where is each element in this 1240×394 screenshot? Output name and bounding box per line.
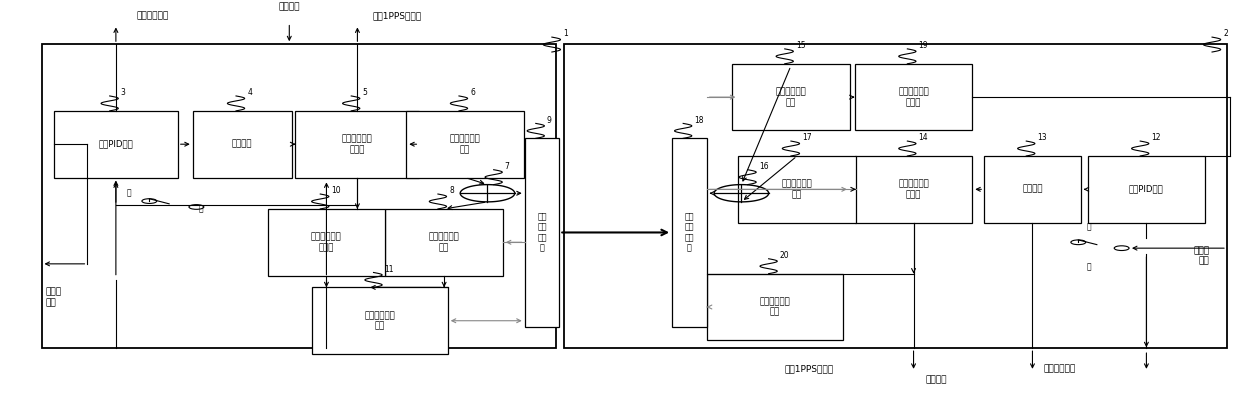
FancyBboxPatch shape	[732, 64, 849, 130]
Text: 11: 11	[384, 265, 394, 274]
Text: 主站频标信号: 主站频标信号	[136, 12, 169, 20]
Text: 19: 19	[919, 41, 928, 50]
Text: 从站频标信号: 从站频标信号	[1044, 365, 1076, 374]
Text: 3: 3	[120, 88, 125, 97]
Text: 从站激光接收
模块: 从站激光接收 模块	[781, 180, 812, 199]
Text: 16: 16	[759, 162, 769, 171]
Text: 从站1PPS电信号: 从站1PPS电信号	[785, 365, 835, 374]
FancyBboxPatch shape	[407, 111, 525, 178]
Text: 1: 1	[563, 29, 568, 38]
Text: 主站激光接收
模块: 主站激光接收 模块	[429, 232, 460, 252]
Bar	[42, 44, 556, 348]
Text: 15: 15	[796, 41, 806, 50]
Text: 从站时间间隔
计数器: 从站时间间隔 计数器	[898, 87, 929, 107]
FancyBboxPatch shape	[985, 156, 1081, 223]
Text: 12: 12	[1152, 133, 1161, 142]
Text: 外频标
信号: 外频标 信号	[1193, 246, 1209, 266]
FancyBboxPatch shape	[386, 209, 503, 276]
Text: 主站秒脉冲产
生模块: 主站秒脉冲产 生模块	[342, 134, 373, 154]
FancyBboxPatch shape	[268, 209, 386, 276]
FancyBboxPatch shape	[854, 156, 972, 223]
FancyBboxPatch shape	[311, 287, 448, 354]
FancyBboxPatch shape	[738, 156, 856, 223]
Text: 20: 20	[780, 251, 790, 260]
Text: 主站激光发射
模块: 主站激光发射 模块	[450, 134, 481, 154]
FancyBboxPatch shape	[192, 111, 291, 178]
Text: 从站用户: 从站用户	[925, 375, 946, 384]
Text: 2: 2	[1223, 29, 1228, 38]
FancyBboxPatch shape	[854, 64, 972, 130]
FancyBboxPatch shape	[1087, 156, 1205, 223]
Text: 主站PID模块: 主站PID模块	[98, 140, 133, 149]
Bar	[564, 44, 1226, 348]
FancyBboxPatch shape	[707, 274, 843, 340]
Text: 从: 从	[198, 204, 203, 213]
Text: 外频标
信号: 外频标 信号	[46, 288, 62, 307]
FancyBboxPatch shape	[295, 111, 419, 178]
FancyBboxPatch shape	[672, 138, 707, 327]
Text: 从站PID模块: 从站PID模块	[1130, 185, 1164, 194]
Text: 主站用户: 主站用户	[279, 3, 300, 12]
Text: 主站时码收发
模块: 主站时码收发 模块	[365, 311, 396, 331]
FancyBboxPatch shape	[55, 111, 177, 178]
Text: 18: 18	[694, 115, 704, 125]
Text: 主: 主	[1087, 222, 1091, 231]
Text: 4: 4	[247, 88, 252, 97]
Text: 主: 主	[126, 188, 131, 197]
Text: 5: 5	[362, 88, 367, 97]
Text: 8: 8	[449, 186, 454, 195]
Text: 14: 14	[919, 133, 928, 142]
Text: 从站时码收发
模块: 从站时码收发 模块	[759, 297, 790, 317]
Text: 从: 从	[1087, 263, 1091, 272]
Text: 主站晶振: 主站晶振	[232, 140, 253, 149]
FancyBboxPatch shape	[525, 138, 559, 327]
Text: 10: 10	[331, 186, 341, 195]
Text: 13: 13	[1038, 133, 1047, 142]
Text: 主站1PPS电信号: 主站1PPS电信号	[372, 12, 422, 20]
Text: 7: 7	[505, 162, 510, 171]
Text: 从站激光发射
模块: 从站激光发射 模块	[775, 87, 806, 107]
Text: 主站
波分
复用
器: 主站 波分 复用 器	[537, 212, 547, 253]
Text: 从站秒脉冲产
生模块: 从站秒脉冲产 生模块	[898, 180, 929, 199]
Text: 从站晶振: 从站晶振	[1022, 185, 1043, 194]
Text: 从站
波分
复用
器: 从站 波分 复用 器	[684, 212, 694, 253]
Text: 主站时间间隔
计数器: 主站时间间隔 计数器	[311, 232, 342, 252]
Text: 17: 17	[802, 133, 812, 142]
Text: 6: 6	[470, 88, 475, 97]
Text: 9: 9	[547, 115, 552, 125]
